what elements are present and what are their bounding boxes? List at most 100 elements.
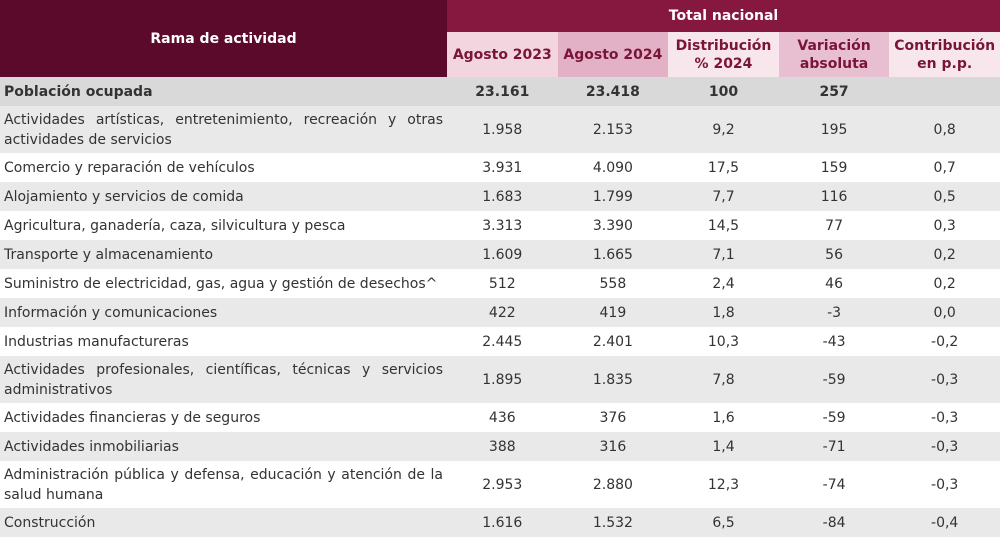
cell: -0,3 [889,432,1000,461]
table-row: Alojamiento y servicios de comida 1.683 1.… [0,182,1000,211]
table-row: Suministro de electricidad, gas, agua y … [0,269,1000,298]
row-label: Actividades financieras y de seguros [4,409,261,426]
cell: 10,3 [707,333,740,350]
cell: 1.895 [447,356,558,403]
cell: 0,0 [889,298,1000,327]
cell: 159 [820,159,848,176]
table-row: Comercio y reparación de vehículos 3.931 4… [0,153,1000,182]
table-row: Agricultura, ganadería, caza, silvicultu… [0,211,1000,240]
cell: 1,6 [712,409,735,426]
cell: 7,7 [668,182,779,211]
row-label: Alojamiento y servicios de comida [0,182,447,211]
row-label-header: Rama de actividad [0,0,447,77]
cell: 0,7 [933,159,956,176]
cell: 3.931 [482,159,523,176]
cell: 2.445 [482,333,523,350]
cell: 3.313 [482,217,523,234]
table-body: Población ocupada 23.161 23.418 100 257 Activ… [0,77,1000,537]
row-label: Administración pública y defensa, educac… [4,466,443,503]
table-row: Transporte y almacenamiento 1.609 1.665 7,1… [0,240,1000,269]
table-row: Información y comunicaciones 422 419 1,8 -3 0… [0,298,1000,327]
cell: 1.665 [557,240,669,269]
cell: 316 [557,432,669,461]
row-label: Actividades inmobiliarias [0,432,447,461]
cell: 436 [488,409,516,426]
row-label: Agricultura, ganadería, caza, silvicultu… [4,217,346,234]
cell: 12,3 [707,476,740,493]
column-header: Agosto 2023 [447,32,558,77]
cell: 2.880 [592,476,633,493]
cell: 0,8 [889,106,1000,153]
cell: 558 [599,275,627,292]
cell: 4.090 [592,159,633,176]
cell: 388 [447,432,558,461]
table-row: Actividades profesionales, científicas, … [0,356,1000,403]
cell: 257 [778,77,890,106]
cell: -43 [822,333,846,350]
cell: 1,4 [668,432,779,461]
row-label: Actividades profesionales, científicas, … [0,356,447,403]
cell: 1.835 [557,356,669,403]
cell: 0,3 [933,217,956,234]
column-header: Contribución en p.p. [889,32,1000,77]
cell: 1,8 [668,298,779,327]
cell [889,77,1000,106]
cell: -71 [778,432,890,461]
table-row: Administración pública y defensa, educac… [0,461,1000,508]
cell: 1.616 [447,508,558,537]
cell: 1.683 [447,182,558,211]
table-row: Actividades financieras y de seguros 436 3… [0,403,1000,432]
cell: 0,2 [889,240,1000,269]
cell: 195 [778,106,890,153]
cell: -0,3 [889,356,1000,403]
cell: 1.958 [447,106,558,153]
cell: 1.799 [557,182,669,211]
cell: 100 [668,77,779,106]
column-header: Agosto 2024 [557,32,669,77]
cell: -0,3 [931,476,959,493]
row-label: Actividades artísticas, entretenimiento,… [0,106,447,153]
row-label: Suministro de electricidad, gas, agua y … [4,275,438,292]
group-header: Total nacional [447,0,1000,32]
column-header: Variación absoluta [778,32,890,77]
table-row: Actividades artísticas, entretenimiento,… [0,106,1000,153]
cell: 0,5 [889,182,1000,211]
cell: 3.390 [592,217,633,234]
cell: 1.532 [557,508,669,537]
cell: 422 [447,298,558,327]
cell: -0,4 [889,508,1000,537]
row-label: Construcción [0,508,447,537]
table-row: Construcción 1.616 1.532 6,5 -84 -0,4 [0,508,1000,537]
cell: 56 [778,240,890,269]
row-label: Población ocupada [0,77,447,106]
cell: 2,4 [712,275,735,292]
cell: 2.953 [482,476,523,493]
cell: 2.401 [592,333,633,350]
cell: -59 [778,356,890,403]
row-label: Industrias manufactureras [4,333,189,350]
cell: -59 [822,409,846,426]
cell: 6,5 [668,508,779,537]
row-label: Transporte y almacenamiento [0,240,447,269]
cell: 2.153 [557,106,669,153]
cell: -84 [778,508,890,537]
cell: 376 [599,409,627,426]
cell: 17,5 [707,159,740,176]
table-row: Actividades inmobiliarias 388 316 1,4 -71 -0,… [0,432,1000,461]
total-row: Población ocupada 23.161 23.418 100 257 [0,77,1000,106]
table-row: Industrias manufactureras 2.445 2.401 10,3 -… [0,327,1000,356]
cell: -0,3 [931,409,959,426]
cell: -0,2 [931,333,959,350]
row-label: Información y comunicaciones [0,298,447,327]
cell: -3 [778,298,890,327]
cell: 7,8 [668,356,779,403]
cell: 77 [825,217,843,234]
cell: 116 [778,182,890,211]
column-header: Distribución % 2024 [668,32,779,77]
cell: 23.418 [557,77,669,106]
cell: 419 [557,298,669,327]
cell: 9,2 [668,106,779,153]
cell: 1.609 [447,240,558,269]
